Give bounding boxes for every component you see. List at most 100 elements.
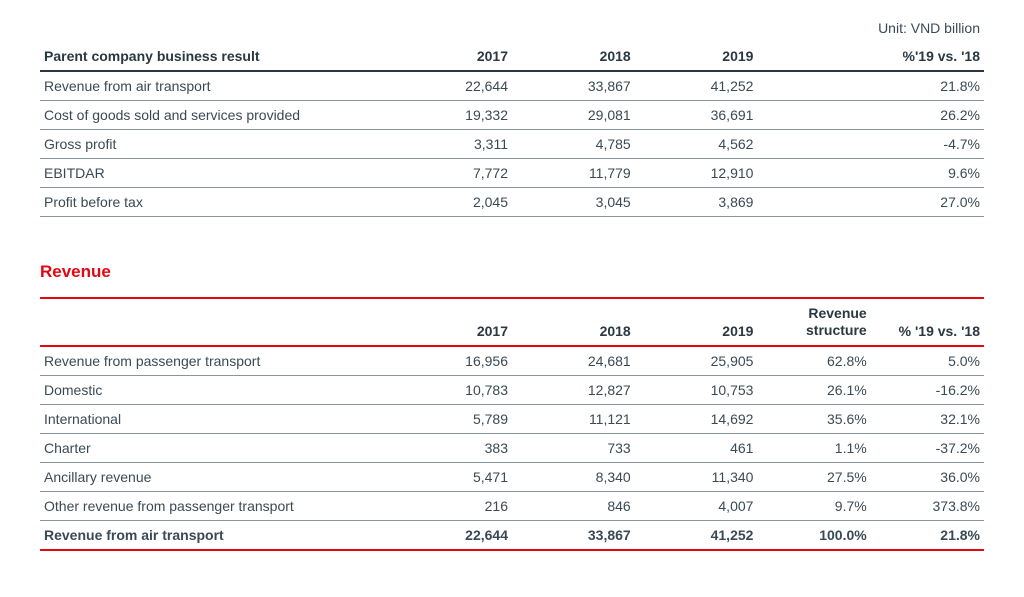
cell-2018: 4,785 [512, 130, 635, 159]
cell-2019: 14,692 [635, 404, 758, 433]
cell-2019: 12,910 [635, 159, 758, 188]
cell-2018: 12,827 [512, 375, 635, 404]
col-header-label: Parent company business result [40, 42, 389, 71]
table-row: Revenue from passenger transport 16,956 … [40, 346, 984, 376]
cell-label: Domestic [40, 375, 389, 404]
cell-extra [757, 101, 870, 130]
cell-2017: 5,471 [389, 462, 512, 491]
cell-pct: -4.7% [871, 130, 984, 159]
revenue-table: 2017 2018 2019 Revenue structure % '19 v… [40, 297, 984, 551]
cell-2019: 36,691 [635, 101, 758, 130]
revenue-heading: Revenue [40, 262, 984, 282]
cell-pct: 21.8% [871, 520, 984, 550]
cell-pct: 373.8% [871, 491, 984, 520]
cell-2018: 733 [512, 433, 635, 462]
cell-pct: -37.2% [871, 433, 984, 462]
cell-pct: 21.8% [871, 71, 984, 101]
cell-2018: 24,681 [512, 346, 635, 376]
cell-label: Profit before tax [40, 188, 389, 217]
col-header-2017: 2017 [389, 298, 512, 346]
cell-2017: 19,332 [389, 101, 512, 130]
table-row: Cost of goods sold and services provided… [40, 101, 984, 130]
cell-2019: 41,252 [635, 520, 758, 550]
cell-label: International [40, 404, 389, 433]
cell-2019: 4,562 [635, 130, 758, 159]
table-row: Domestic 10,783 12,827 10,753 26.1% -16.… [40, 375, 984, 404]
cell-2017: 22,644 [389, 71, 512, 101]
cell-2018: 29,081 [512, 101, 635, 130]
col-header-2019: 2019 [635, 298, 758, 346]
cell-2017: 7,772 [389, 159, 512, 188]
cell-label: Ancillary revenue [40, 462, 389, 491]
cell-label: Other revenue from passenger transport [40, 491, 389, 520]
cell-extra: 1.1% [757, 433, 870, 462]
col-header-2019: 2019 [635, 42, 758, 71]
cell-label: Revenue from air transport [40, 71, 389, 101]
cell-2019: 461 [635, 433, 758, 462]
cell-2017: 383 [389, 433, 512, 462]
cell-2018: 33,867 [512, 71, 635, 101]
cell-2018: 8,340 [512, 462, 635, 491]
cell-2018: 3,045 [512, 188, 635, 217]
cell-label: Gross profit [40, 130, 389, 159]
cell-extra [757, 188, 870, 217]
cell-pct: 32.1% [871, 404, 984, 433]
cell-2018: 11,121 [512, 404, 635, 433]
col-header-pct: %'19 vs. '18 [871, 42, 984, 71]
cell-extra [757, 159, 870, 188]
cell-2017: 2,045 [389, 188, 512, 217]
cell-2017: 16,956 [389, 346, 512, 376]
table-row: Gross profit 3,311 4,785 4,562 -4.7% [40, 130, 984, 159]
cell-extra: 9.7% [757, 491, 870, 520]
table-header-row: Parent company business result 2017 2018… [40, 42, 984, 71]
table-row: International 5,789 11,121 14,692 35.6% … [40, 404, 984, 433]
col-header-structure-l1: Revenue [808, 305, 866, 321]
col-header-pct: % '19 vs. '18 [871, 298, 984, 346]
table-row: Revenue from air transport 22,644 33,867… [40, 71, 984, 101]
col-header-label [40, 298, 389, 346]
cell-2018: 33,867 [512, 520, 635, 550]
cell-2019: 41,252 [635, 71, 758, 101]
cell-2019: 3,869 [635, 188, 758, 217]
cell-pct: 5.0% [871, 346, 984, 376]
cell-extra [757, 71, 870, 101]
cell-extra: 35.6% [757, 404, 870, 433]
cell-pct: 9.6% [871, 159, 984, 188]
cell-label: EBITDAR [40, 159, 389, 188]
col-header-2018: 2018 [512, 42, 635, 71]
cell-2018: 846 [512, 491, 635, 520]
cell-2019: 4,007 [635, 491, 758, 520]
cell-label: Charter [40, 433, 389, 462]
table-row: Other revenue from passenger transport 2… [40, 491, 984, 520]
business-result-table: Parent company business result 2017 2018… [40, 42, 984, 217]
cell-2017: 216 [389, 491, 512, 520]
table-row: Profit before tax 2,045 3,045 3,869 27.0… [40, 188, 984, 217]
cell-pct: 26.2% [871, 101, 984, 130]
cell-2017: 5,789 [389, 404, 512, 433]
cell-2019: 11,340 [635, 462, 758, 491]
col-header-2018: 2018 [512, 298, 635, 346]
cell-2017: 22,644 [389, 520, 512, 550]
table-row: EBITDAR 7,772 11,779 12,910 9.6% [40, 159, 984, 188]
table-row: Ancillary revenue 5,471 8,340 11,340 27.… [40, 462, 984, 491]
cell-2017: 3,311 [389, 130, 512, 159]
cell-pct: 27.0% [871, 188, 984, 217]
cell-extra: 100.0% [757, 520, 870, 550]
cell-extra [757, 130, 870, 159]
cell-extra: 26.1% [757, 375, 870, 404]
cell-extra: 62.8% [757, 346, 870, 376]
cell-2017: 10,783 [389, 375, 512, 404]
cell-2019: 25,905 [635, 346, 758, 376]
col-header-2017: 2017 [389, 42, 512, 71]
cell-pct: -16.2% [871, 375, 984, 404]
table-header-row: 2017 2018 2019 Revenue structure % '19 v… [40, 298, 984, 346]
cell-2019: 10,753 [635, 375, 758, 404]
table-row: Charter 383 733 461 1.1% -37.2% [40, 433, 984, 462]
col-header-extra [757, 42, 870, 71]
cell-label: Cost of goods sold and services provided [40, 101, 389, 130]
cell-2018: 11,779 [512, 159, 635, 188]
cell-label: Revenue from air transport [40, 520, 389, 550]
col-header-structure-l2: structure [806, 322, 867, 338]
total-row: Revenue from air transport 22,644 33,867… [40, 520, 984, 550]
col-header-structure: Revenue structure [757, 298, 870, 346]
